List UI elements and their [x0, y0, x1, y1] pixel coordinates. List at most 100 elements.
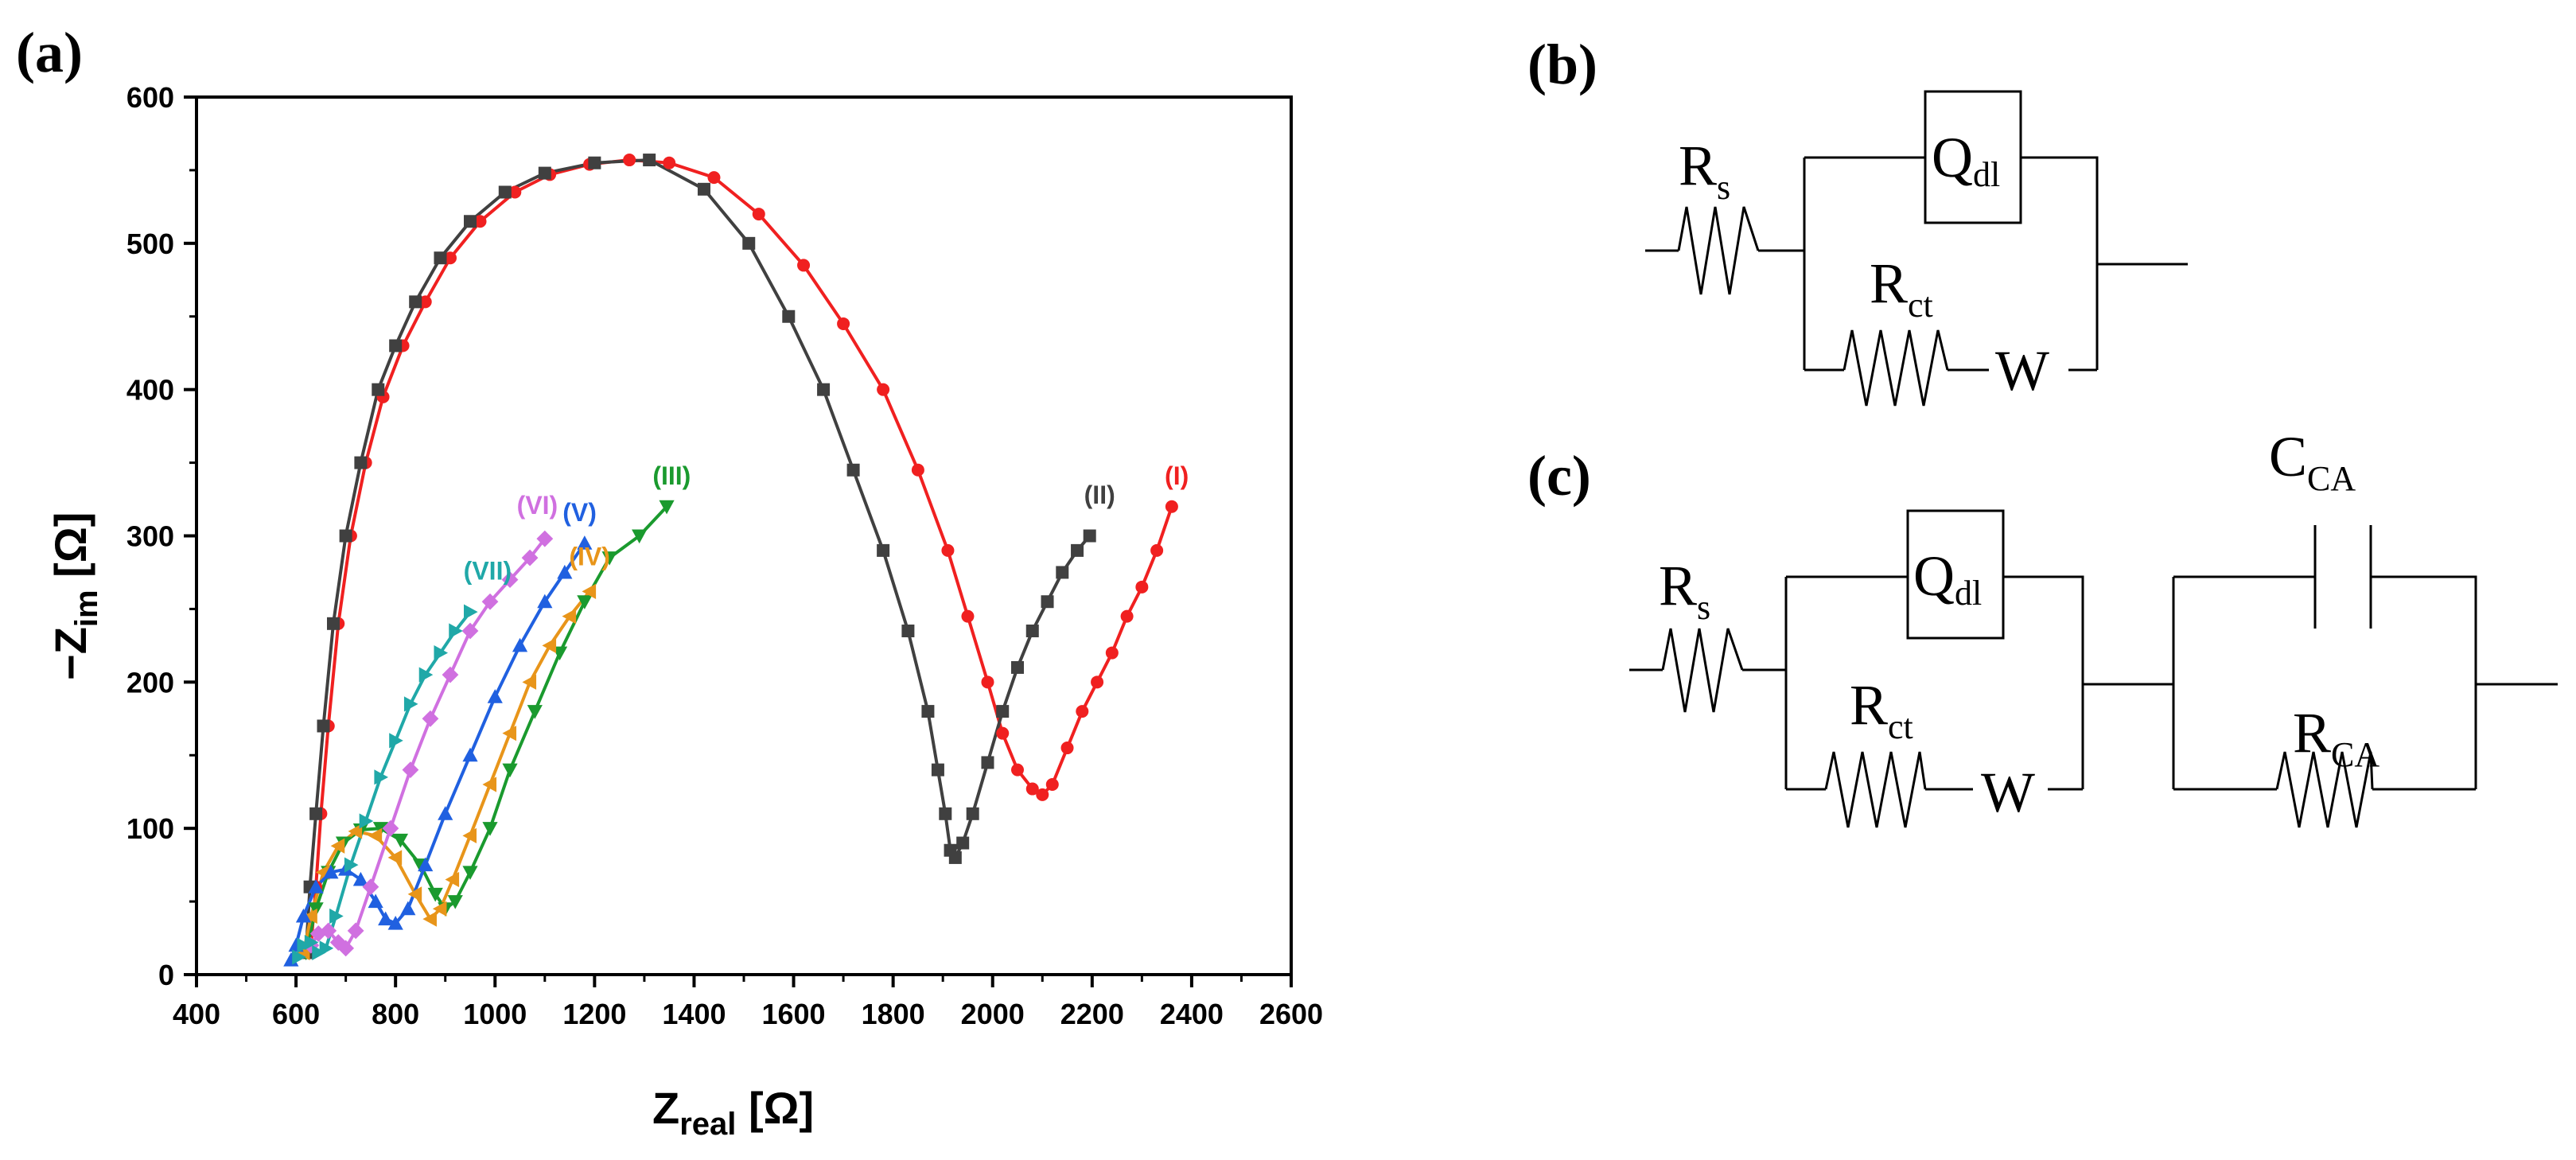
data-point [877, 383, 890, 396]
x-tick-label: 800 [372, 998, 419, 1030]
data-point [445, 871, 460, 888]
resistor-rs-c [1661, 628, 1744, 713]
data-point [663, 156, 676, 169]
y-axis-title: −Zim [Ω] [45, 512, 104, 680]
data-point [659, 500, 675, 515]
series-markers [283, 154, 1178, 967]
data-point [542, 637, 557, 653]
data-point [387, 850, 403, 866]
data-point [481, 593, 499, 610]
data-point [536, 530, 554, 547]
data-point [389, 733, 403, 749]
data-point [1076, 705, 1089, 718]
axis-ticks: 400 600 800 1000 1200 1400 1600 1800 2000 2200 240… [126, 81, 1323, 1030]
data-point [1060, 742, 1074, 755]
data-point [562, 609, 577, 625]
data-point [339, 529, 352, 543]
circuit-c: Rs Qdl Rct W CCA RCA [1629, 425, 2558, 828]
x-tick-label: 2600 [1259, 998, 1323, 1030]
data-point [462, 827, 477, 843]
wires-b [1645, 156, 2188, 372]
data-point [449, 623, 463, 639]
y-tick-label: 600 [126, 81, 174, 114]
data-point [354, 456, 368, 469]
data-point [1025, 782, 1039, 796]
data-point [512, 637, 528, 652]
data-point [623, 154, 636, 167]
data-point [487, 689, 503, 703]
data-point [1083, 529, 1096, 543]
data-point [643, 154, 656, 167]
data-point [1120, 609, 1134, 623]
data-point [931, 763, 944, 777]
data-point [308, 879, 324, 893]
x-tick-label: 1400 [662, 998, 726, 1030]
x-tick-label: 1000 [463, 998, 527, 1030]
label-rca: RCA [2293, 701, 2379, 774]
data-point [782, 309, 796, 323]
data-point [901, 624, 915, 637]
label-qdl-c: Qdl [1913, 544, 1982, 613]
data-point [527, 705, 543, 719]
data-point [482, 777, 497, 792]
cpe-qdl-c [1906, 509, 2005, 640]
data-point [434, 251, 447, 265]
data-point [422, 911, 437, 927]
data-point [981, 675, 994, 689]
data-point [304, 934, 319, 951]
series-label: (V) [562, 498, 597, 527]
data-point [837, 317, 850, 330]
x-axis-title: Zreal [Ω] [652, 1083, 814, 1142]
data-point [508, 185, 522, 199]
data-point [502, 726, 517, 742]
data-point [966, 807, 979, 820]
data-point [323, 864, 339, 879]
label-rct-c: Rct [1850, 673, 1913, 746]
data-point [389, 339, 403, 352]
label-qdl-b: Qdl [1932, 126, 2000, 194]
data-point [582, 583, 597, 599]
data-point [443, 251, 457, 265]
series-label: (VI) [517, 491, 558, 520]
data-point [382, 819, 399, 837]
data-point [752, 208, 765, 221]
data-point [948, 851, 962, 864]
data-point [1036, 788, 1049, 801]
data-point [400, 901, 416, 916]
label-rct-b: Rct [1870, 251, 1933, 325]
y-tick-label: 500 [126, 228, 174, 260]
y-tick-label: 100 [126, 812, 174, 845]
y-tick-label: 300 [126, 520, 174, 553]
data-point [473, 215, 487, 228]
data-point [442, 666, 459, 683]
x-tick-label: 1800 [862, 998, 925, 1030]
data-point [939, 807, 952, 820]
data-point [409, 295, 422, 309]
series-labels: (I) (II) (III) (IV) (V)(VI) (VII) [464, 461, 1189, 585]
data-point [1011, 763, 1024, 777]
data-point [418, 857, 434, 872]
resistor-rca [2275, 751, 2374, 828]
data-point [297, 937, 312, 953]
data-point [387, 916, 403, 930]
data-point [537, 594, 553, 609]
data-point [402, 761, 419, 779]
data-point [292, 949, 306, 965]
wires-c [1629, 575, 2558, 791]
panel-label-b: (b) [1527, 33, 1597, 96]
data-point [1091, 675, 1104, 689]
panel-label-a: (a) [16, 21, 83, 84]
data-point [462, 866, 478, 880]
data-point [1105, 646, 1119, 660]
data-point [447, 895, 463, 909]
data-point [911, 463, 924, 477]
data-point [317, 719, 330, 733]
data-point [941, 543, 955, 557]
data-point [352, 871, 368, 886]
data-point [1071, 543, 1084, 557]
label-w-c: W [1981, 761, 2035, 824]
data-point [707, 171, 721, 185]
data-point [438, 806, 453, 820]
label-rs-c: Rs [1659, 554, 1710, 627]
